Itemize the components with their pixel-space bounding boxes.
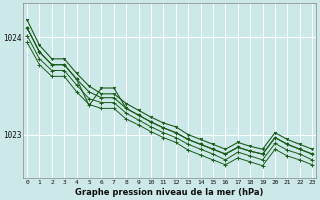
X-axis label: Graphe pression niveau de la mer (hPa): Graphe pression niveau de la mer (hPa) — [76, 188, 264, 197]
